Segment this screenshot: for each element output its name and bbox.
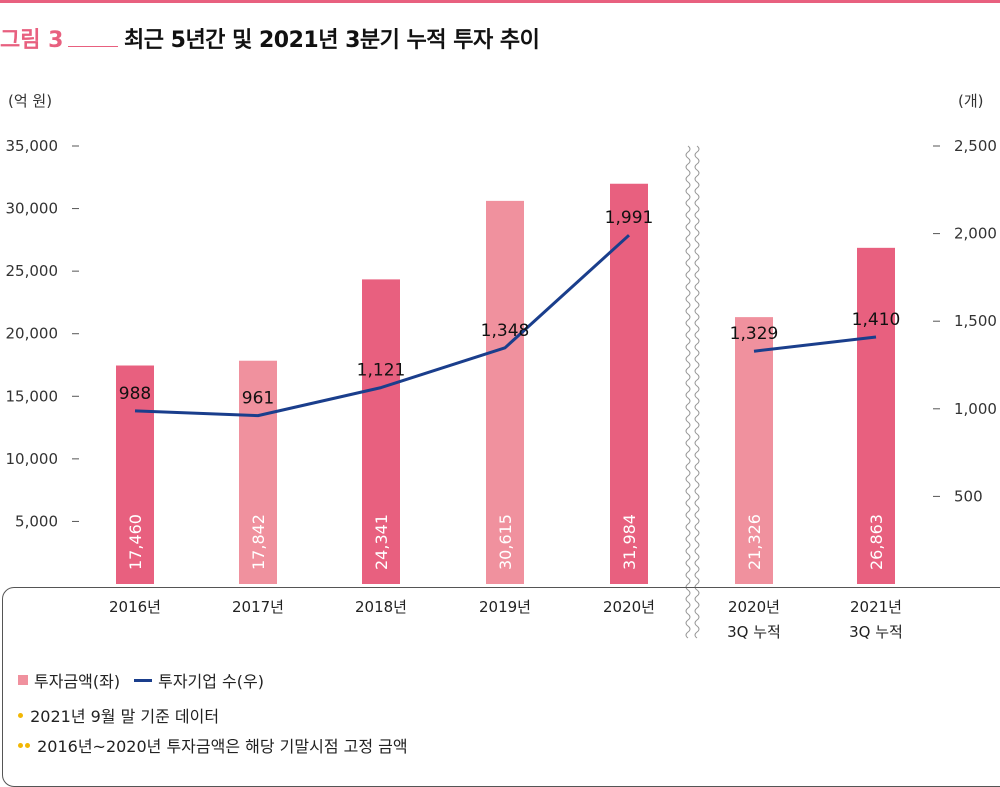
figure-label: 그림 3 bbox=[0, 28, 64, 53]
right-tick-label: 1,500 bbox=[954, 312, 997, 330]
legend-line-label: 투자기업 수(우) bbox=[158, 672, 264, 691]
bar bbox=[239, 360, 277, 584]
right-tick-label: 500 bbox=[954, 487, 983, 505]
left-tick-label: 15,000 bbox=[6, 387, 59, 405]
bar-value-label: 31,984 bbox=[620, 514, 639, 570]
left-tick-label: 30,000 bbox=[6, 200, 59, 218]
category-label: 2017년 bbox=[232, 598, 284, 616]
bar-value-label: 21,326 bbox=[745, 514, 764, 570]
left-tick-label: 10,000 bbox=[6, 450, 59, 468]
line-value-label: 1,410 bbox=[852, 310, 901, 330]
note-2-text: 2016년~2020년 투자금액은 해당 기말시점 고정 금액 bbox=[37, 737, 408, 756]
bar bbox=[116, 365, 154, 584]
note-1-text: 2021년 9월 말 기준 데이터 bbox=[30, 707, 220, 726]
axis-break-line bbox=[685, 145, 691, 639]
line-series bbox=[134, 234, 631, 418]
bar-value-label: 17,460 bbox=[126, 514, 145, 570]
left-tick-label: 5,000 bbox=[15, 512, 58, 530]
note-2-bullet-b bbox=[25, 742, 30, 748]
bar bbox=[857, 247, 895, 584]
bar-value-label: 17,842 bbox=[249, 514, 268, 570]
figure-label-underline bbox=[68, 46, 118, 47]
line-value-label: 1,329 bbox=[730, 324, 779, 344]
line-value-label: 988 bbox=[119, 384, 151, 404]
right-tick-label: 2,000 bbox=[954, 225, 997, 243]
category-label: 2020년 bbox=[728, 598, 780, 616]
left-axis-unit: (억 원) bbox=[8, 92, 52, 110]
bar-value-label: 26,863 bbox=[867, 514, 886, 570]
line-series bbox=[753, 335, 877, 353]
category-label: 2020년 bbox=[603, 598, 655, 616]
bar-value-label: 30,615 bbox=[496, 514, 515, 570]
line-value-label: 961 bbox=[242, 389, 274, 409]
bar bbox=[362, 279, 400, 584]
note-1-bullet bbox=[18, 712, 23, 718]
left-tick-label: 20,000 bbox=[6, 325, 59, 343]
bar-value-label: 24,341 bbox=[372, 514, 391, 570]
note-2: 2016년~2020년 투자금액은 해당 기말시점 고정 금액 bbox=[18, 733, 408, 757]
note-1: 2021년 9월 말 기준 데이터 bbox=[18, 703, 219, 727]
category-label: 3Q 누적 bbox=[849, 623, 903, 641]
legend-line-key bbox=[134, 678, 153, 682]
right-tick-label: 1,000 bbox=[954, 400, 997, 418]
bar bbox=[610, 183, 648, 584]
bar bbox=[486, 200, 524, 585]
category-label: 2016년 bbox=[109, 598, 161, 616]
legend-bar-swatch bbox=[18, 675, 28, 685]
top-rule bbox=[0, 0, 1000, 3]
figure-title: 최근 5년간 및 2021년 3분기 누적 투자 추이 bbox=[124, 28, 540, 53]
category-label: 2018년 bbox=[355, 598, 407, 616]
axis-break-line bbox=[694, 145, 700, 639]
category-label: 2021년 bbox=[850, 598, 902, 616]
investment-chart: (억 원) (개) 5,000 10,000 15,000 20,000 25,000 30,… bbox=[6, 92, 997, 641]
right-axis-unit: (개) bbox=[958, 92, 984, 110]
legend-bar-label: 투자금액(좌) bbox=[34, 672, 121, 691]
line-value-label: 1,348 bbox=[481, 321, 530, 341]
category-label: 3Q 누적 bbox=[727, 623, 781, 641]
line-value-label: 1,991 bbox=[605, 208, 654, 228]
right-tick-label: 2,500 bbox=[954, 137, 997, 155]
line-value-label: 1,121 bbox=[357, 361, 406, 381]
note-2-bullet-a bbox=[18, 742, 23, 748]
category-label: 2019년 bbox=[479, 598, 531, 616]
left-tick-label: 35,000 bbox=[6, 137, 59, 155]
left-tick-label: 25,000 bbox=[6, 262, 59, 280]
bar bbox=[735, 317, 773, 584]
legend: 투자금액(좌) 투자기업 수(우) bbox=[18, 668, 264, 692]
